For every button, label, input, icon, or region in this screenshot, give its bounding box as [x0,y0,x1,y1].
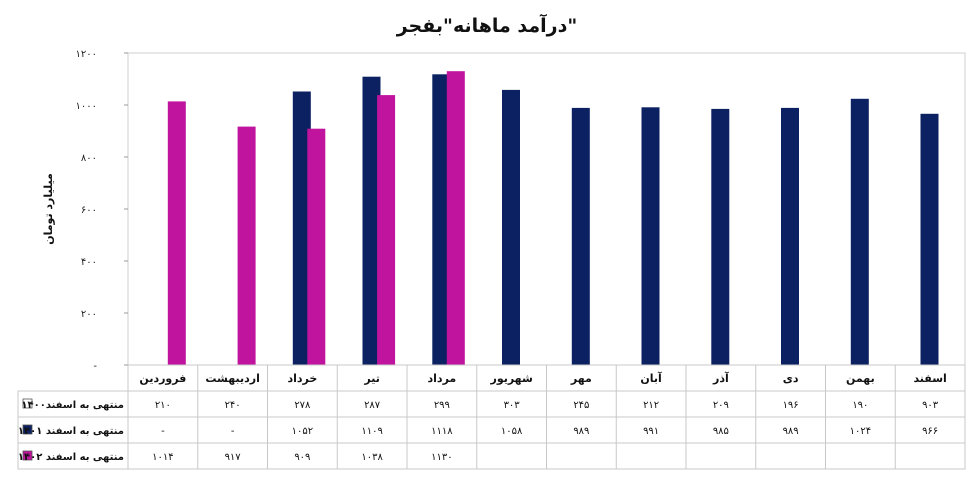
bar-1-8 [617,309,635,365]
y-tick-label: ۶۰۰ [81,205,97,216]
category-label: اسفند [913,372,946,385]
data-label: ۳۰۳ [504,400,521,411]
data-label: ۱۰۳۸ [361,452,383,463]
legend-swatch [22,450,33,461]
data-label: ۹۸۹ [573,426,589,437]
bar-1-6 [477,286,496,365]
category-label: دی [783,372,799,385]
data-label: - [161,426,165,437]
data-label: ۱۱۱۸ [431,426,453,437]
data-label: ۹۹۱ [643,426,659,437]
category-label: خرداد [287,372,317,385]
data-label: ۹۱۷ [225,452,242,463]
y-tick-label: - [93,361,97,372]
category-label: فروردین [139,372,186,385]
data-label: ۱۰۲۴ [850,426,871,437]
bar-2-11 [850,98,869,366]
bar-3-2 [237,126,256,365]
bar-layer [128,71,965,366]
legend-label: منتهی به اسفند ۱۴۰۲ [18,452,124,463]
bar-3-4 [377,95,396,365]
data-label: ۲۴۵ [573,400,589,411]
data-table: فروردین اردیبهشت خرداد تیر مرداد شهریور مهر آبا… [17,364,966,470]
bar-1-1 [128,310,147,365]
bar-2-5 [432,74,451,366]
bar-1-9 [686,310,705,365]
y-tick-label: ۱۰۰۰ [76,101,97,112]
bar-3-5 [446,71,465,365]
data-label: ۹۸۵ [713,426,729,437]
data-label: ۱۱۰۹ [361,426,382,437]
bar-2-8 [641,107,660,366]
y-axis-label: میلیارد تومان [42,173,55,245]
data-label: ۲۴۰ [225,400,241,411]
bar-1-4 [338,290,356,365]
data-label: ۱۱۳۰ [431,452,452,463]
bar-2-7 [571,107,590,366]
bar-2-9 [711,108,730,366]
category-label: مهر [570,372,592,385]
data-label: ۹۰۳ [922,400,939,411]
bar-3-1 [167,101,186,366]
data-label: ۱۰۵۲ [292,426,313,437]
bar-2-12 [920,113,939,365]
data-label: ۱۰۱۴ [152,452,173,463]
bar-1-12 [896,130,914,365]
data-label: ۲۸۷ [364,400,381,411]
data-label: - [231,426,235,437]
legend-label: منتهی به اسفند۱۴۰۰ [21,400,124,411]
legend-swatch [22,424,33,435]
y-tick-label: ۴۰۰ [81,257,97,268]
legend-label: منتهی به اسفند ۱۴۰۱ [18,426,124,437]
legend-swatch [22,398,33,409]
data-label: ۲۱۰ [155,400,171,411]
data-label: ۲۰۹ [713,400,729,411]
plot-area [127,52,966,366]
data-label: ۹۰۹ [294,452,310,463]
y-tick-label: ۸۰۰ [81,153,97,164]
bar-1-5 [407,287,426,365]
y-tick-label: ۱۲۰۰ [76,49,97,60]
category-label: تیر [363,372,379,385]
data-label: ۲۹۹ [434,400,450,411]
bar-1-3 [268,292,287,365]
bar-2-3 [292,91,311,365]
bar-2-10 [781,107,799,366]
y-axis: - ۲۰۰ ۴۰۰ ۶۰۰ ۸۰۰ ۱۰۰۰ ۱۲۰۰ [76,49,128,372]
bar-1-2 [198,302,217,365]
chart-title: درآمد ماهانه"بفجر" [396,13,578,37]
data-label: ۱۹۶ [783,400,799,411]
data-label: ۲۱۲ [643,400,659,411]
bar-1-11 [826,315,845,365]
data-label: ۱۹۰ [852,400,868,411]
bar-1-10 [756,314,775,365]
bar-1-7 [547,301,566,365]
bar-2-4 [362,76,381,365]
data-label: ۹۶۶ [922,426,938,437]
y-tick-label: ۲۰۰ [81,309,97,320]
category-label: مرداد [428,372,457,385]
category-label: آذر [712,371,729,385]
bar-3-3 [307,128,326,365]
category-label: اردیبهشت [205,372,259,385]
bar-2-6 [502,89,520,366]
category-label: آبان [640,371,662,385]
category-label: شهریور [489,372,532,385]
data-label: ۱۰۵۸ [501,426,523,437]
data-label: ۲۷۸ [294,400,311,411]
category-label: بهمن [846,372,875,385]
data-label: ۹۸۹ [783,426,799,437]
